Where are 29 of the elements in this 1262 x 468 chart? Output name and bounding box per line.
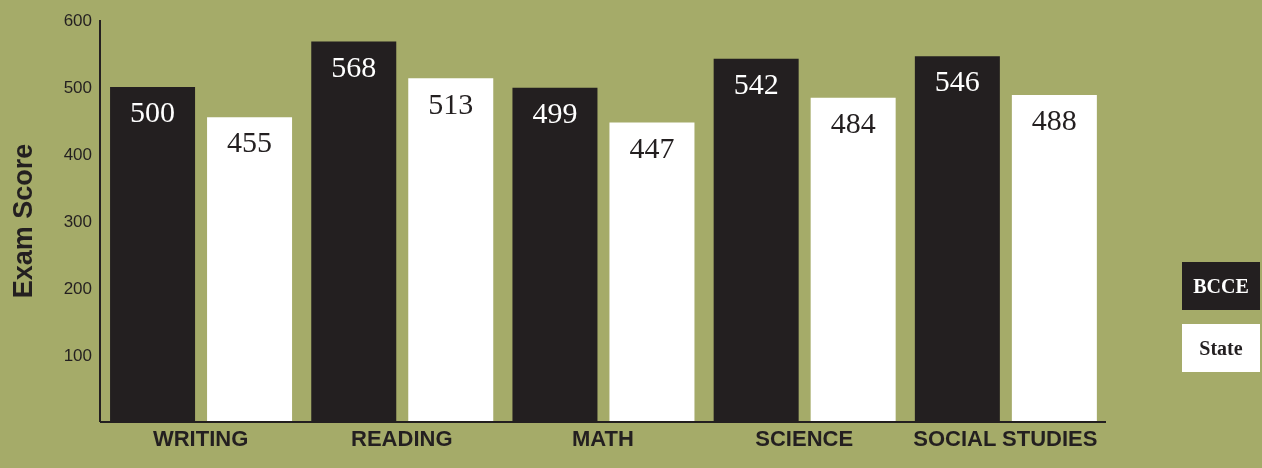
data-label: 488 — [1031, 103, 1077, 137]
x-tick-label: WRITING — [152, 425, 249, 451]
data-label: 568 — [331, 49, 377, 83]
data-label: 546 — [934, 64, 980, 98]
text: BCCE — [1182, 262, 1260, 310]
bar — [1011, 95, 1097, 422]
y-tick-label: 100 — [63, 346, 92, 366]
bar — [609, 122, 695, 422]
x-tick-label: READING — [351, 425, 453, 451]
data-label: 499 — [532, 95, 578, 129]
y-tick-label: 600 — [63, 11, 92, 31]
bar — [408, 78, 494, 422]
data-label: 500 — [130, 95, 176, 129]
data-label: 455 — [227, 125, 273, 159]
y-tick-label: 500 — [63, 78, 92, 98]
data-label: 513 — [428, 86, 474, 120]
text: State — [1182, 324, 1260, 372]
data-label: 447 — [629, 130, 675, 164]
x-tick-label: SOCIAL STUDIES — [913, 425, 1098, 451]
y-tick-label: 300 — [63, 212, 92, 232]
x-tick-label: MATH — [572, 425, 634, 451]
bar — [810, 97, 896, 422]
data-label: 542 — [733, 67, 779, 101]
y-tick-label: 200 — [63, 279, 92, 299]
y-axis-title: Exam Score — [7, 143, 38, 299]
data-label: 484 — [830, 106, 876, 140]
x-tick-label: SCIENCE — [755, 425, 854, 451]
bar — [207, 117, 293, 422]
y-tick-label: 400 — [63, 145, 92, 165]
